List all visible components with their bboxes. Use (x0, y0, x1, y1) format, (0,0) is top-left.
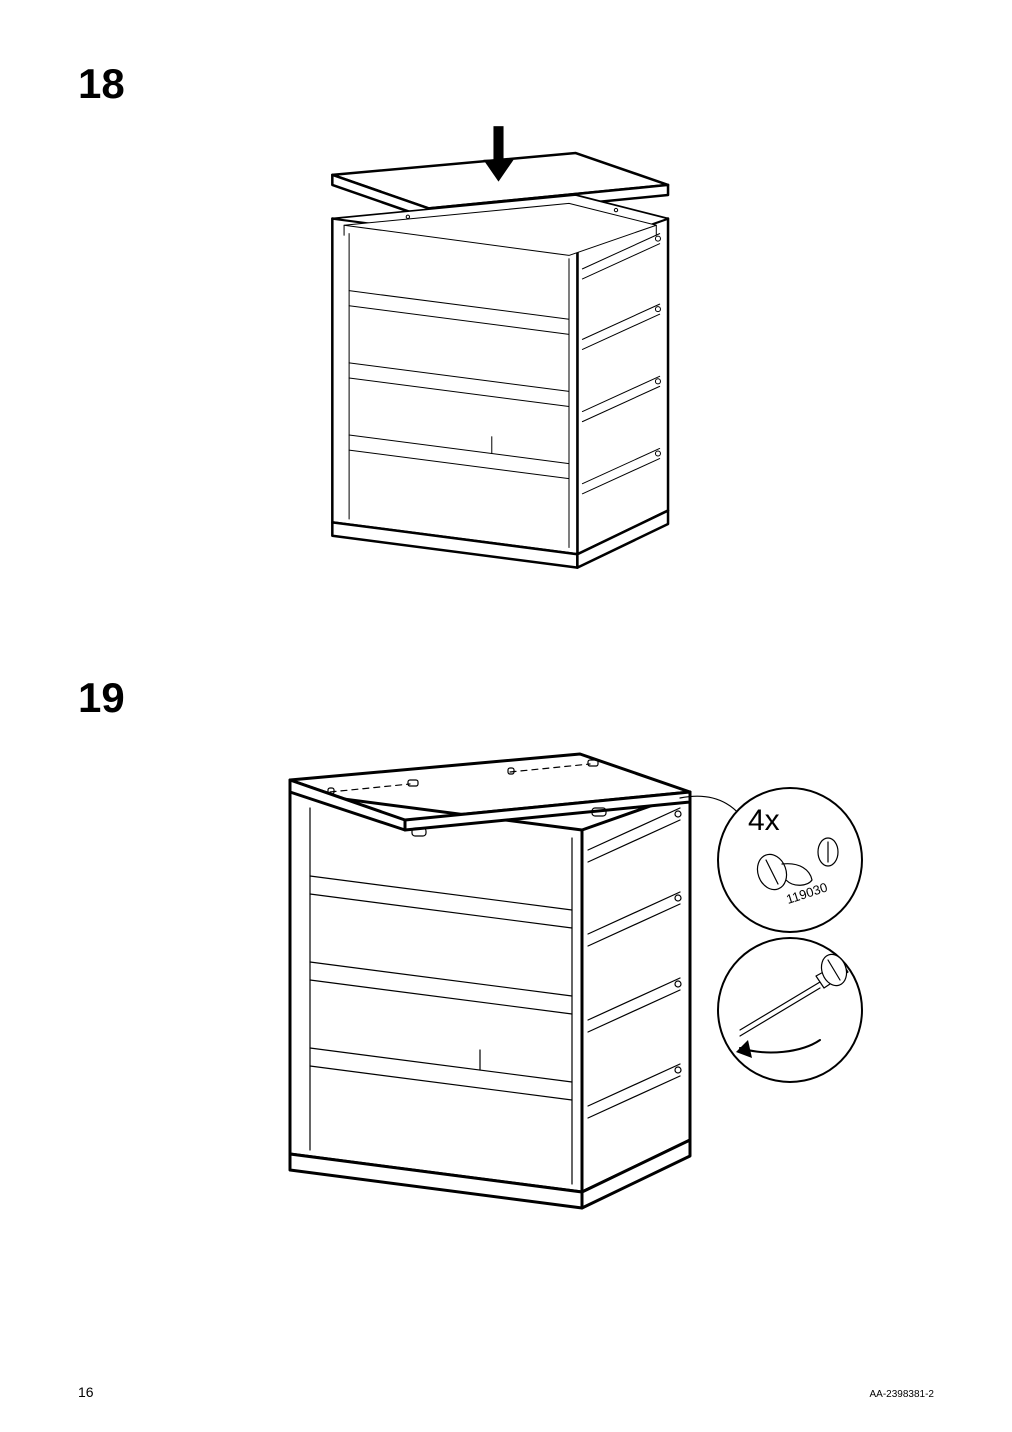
assembly-page: 18 19 16 AA-2398381-2 (0, 0, 1012, 1432)
cam-count: 4x (748, 804, 780, 837)
step-number-18: 18 (78, 60, 125, 108)
step18-figure (240, 56, 710, 616)
step-number-19: 19 (78, 674, 125, 722)
doc-id: AA-2398381-2 (870, 1389, 935, 1400)
callout-cam: 4x 119030 (718, 788, 862, 932)
step19-figure: 4x 119030 (180, 680, 880, 1240)
callout-screwdriver (718, 938, 862, 1082)
page-number: 16 (78, 1384, 94, 1400)
